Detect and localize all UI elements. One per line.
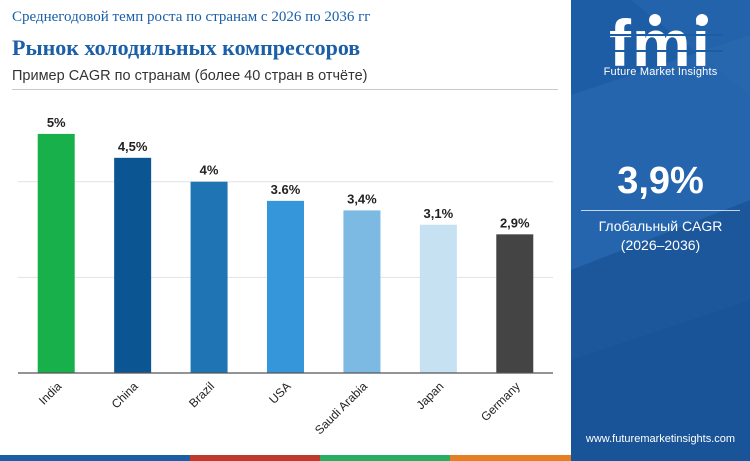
logo-dot-right: [696, 14, 708, 26]
bar: [419, 224, 457, 373]
bottom-bar-segment-4: [450, 455, 571, 461]
bottom-bar-segment-1: [0, 455, 190, 461]
website-link[interactable]: www.futuremarketinsights.com: [585, 433, 736, 445]
logo-dot-left: [649, 14, 661, 26]
chart-subtitle: Среднегодовой темп роста по странам с 20…: [12, 9, 371, 25]
x-tick-label: Germany: [478, 379, 523, 424]
x-tick-label: India: [36, 379, 65, 408]
value-divider: [581, 210, 740, 211]
data-label: 4%: [200, 163, 219, 178]
bar: [114, 157, 152, 373]
panel-decoration: [571, 0, 750, 461]
bar: [37, 133, 75, 373]
x-tick-label: Brazil: [186, 379, 217, 410]
data-label: 5%: [47, 115, 66, 130]
summary-panel: fmi Future Market Insights 3,9% Глобальн…: [571, 0, 750, 461]
bottom-color-bar: [0, 455, 571, 461]
x-tick-label: Japan: [413, 379, 446, 412]
bottom-bar-segment-3: [320, 455, 450, 461]
x-tick-label: Saudi Arabia: [312, 379, 370, 437]
data-label: 3,4%: [347, 191, 377, 206]
chart-title: Рынок холодильных компрессоров: [12, 35, 361, 60]
chart-panel: Среднегодовой темп роста по странам с 20…: [12, 9, 558, 438]
bar: [343, 210, 381, 373]
data-label: 2,9%: [500, 215, 530, 230]
data-label: 4,5%: [118, 139, 148, 154]
fmi-logo: fmi: [597, 10, 723, 80]
x-tick-label: USA: [266, 379, 293, 406]
data-label: 3,1%: [424, 206, 454, 221]
bar-chart: 5% India 4,5% China 4% Brazil 3.6% USA 3,4% Saudi…: [18, 115, 553, 437]
bar: [190, 181, 228, 373]
data-label: 3.6%: [271, 182, 301, 197]
chart-caption: Пример CAGR по странам (более 40 стран в…: [12, 68, 368, 84]
logo-subtitle: Future Market Insights: [603, 66, 718, 78]
bar: [267, 200, 304, 373]
header-divider: [12, 89, 558, 90]
x-tick-label: China: [109, 379, 141, 411]
global-cagr-period: (2026–2036): [620, 237, 701, 253]
global-cagr-label: Глобальный CAGR: [598, 218, 723, 234]
bar: [496, 234, 534, 373]
bottom-bar-segment-2: [190, 455, 320, 461]
global-cagr-value: 3,9%: [617, 160, 704, 202]
